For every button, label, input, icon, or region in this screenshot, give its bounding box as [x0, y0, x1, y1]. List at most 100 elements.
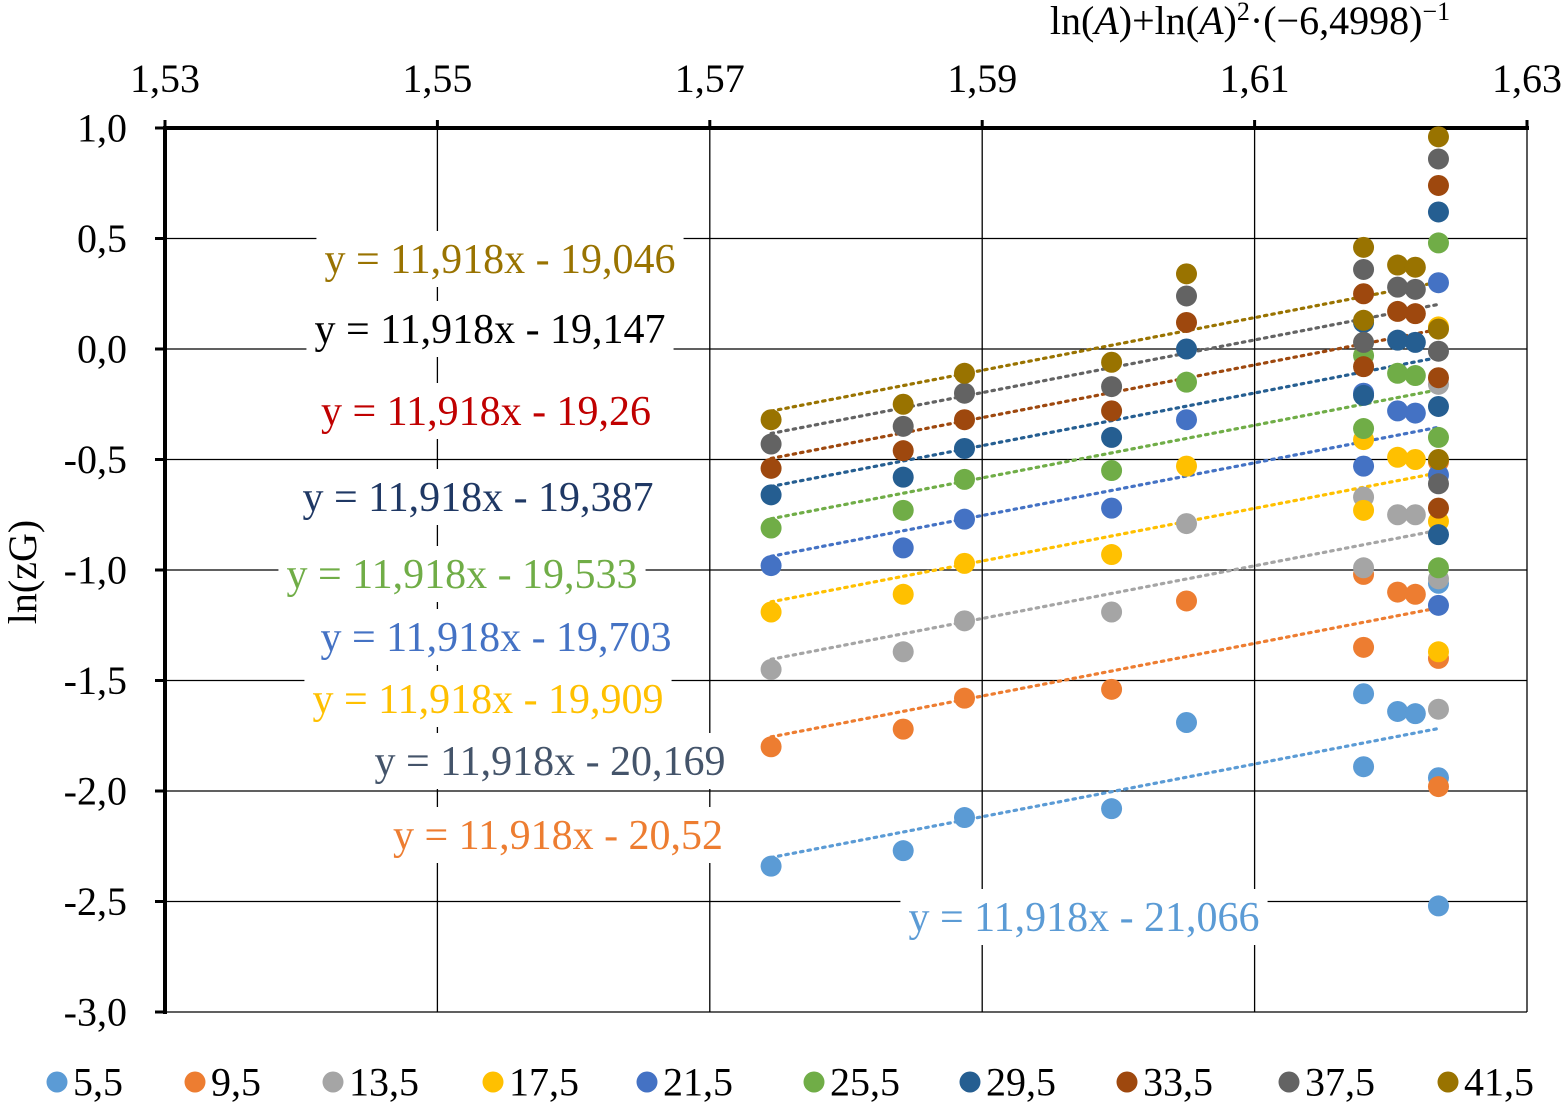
legend-label: 37,5 [1305, 1060, 1375, 1105]
equation-labels: y = 11,918x - 19,046 y = 11,918x - 19,147… [278, 231, 1268, 945]
legend-item-17,5: 17,5 [482, 1060, 579, 1105]
x-tick-label: 1,63 [1492, 56, 1562, 101]
legend-label: 25,5 [830, 1060, 900, 1105]
point-37,5 [1404, 278, 1426, 300]
point-33,5 [1404, 303, 1426, 325]
point-9,5 [1101, 678, 1123, 700]
point-17,5 [1427, 641, 1449, 663]
point-37,5 [892, 415, 914, 437]
point-5,5 [1427, 895, 1449, 917]
equation-label-text: y = 11,918x - 19,909 [312, 677, 663, 723]
point-17,5 [1353, 499, 1375, 521]
x-axis-title: ln(A)+ln(A)2·(−6,4998)−1 [1050, 0, 1450, 43]
point-9,5 [760, 736, 782, 758]
point-41,5 [1353, 309, 1375, 331]
point-33,5 [1176, 311, 1197, 333]
equation-label-background [306, 301, 674, 357]
legend-item-37,5: 37,5 [1278, 1060, 1375, 1105]
point-25,5 [892, 499, 914, 521]
point-25,5 [1404, 365, 1426, 387]
y-tick-label: -0,5 [64, 437, 127, 482]
point-33,5 [1101, 400, 1123, 422]
y-tick-label: -2,0 [64, 769, 127, 814]
point-13,5 [953, 610, 975, 632]
point-21,5 [1353, 455, 1375, 477]
legend-marker [636, 1071, 658, 1093]
trendline-13,5 [769, 528, 1441, 661]
legend-label: 29,5 [986, 1060, 1056, 1105]
point-21,5 [1427, 594, 1449, 616]
point-29,5 [760, 484, 782, 506]
legend-label: 9,5 [211, 1060, 261, 1105]
point-21,5 [1387, 400, 1409, 422]
point-13,5 [1353, 557, 1375, 579]
trendline-41,5 [769, 280, 1441, 413]
equation-label-text: y = 11,918x - 20,169 [374, 739, 725, 785]
equation-label-background [366, 733, 734, 789]
point-9,5 [953, 687, 975, 709]
equation-label-background [304, 671, 672, 727]
point-21,5 [892, 537, 914, 559]
point-5,5 [1101, 798, 1123, 820]
point-25,5 [1353, 418, 1375, 440]
trendline-29,5 [769, 355, 1441, 489]
point-17,5 [1404, 449, 1426, 470]
point-25,5 [1176, 371, 1197, 393]
point-25,5 [1387, 362, 1409, 384]
equation-label-text: y = 11,918x - 19,26 [321, 389, 651, 435]
equation-label-text: y = 11,918x - 19,703 [320, 615, 671, 661]
point-29,5 [1176, 338, 1197, 360]
y-tick-label: -1,0 [64, 548, 127, 593]
equation-label-background [312, 383, 660, 439]
legend-label: 41,5 [1464, 1060, 1534, 1105]
tick-labels: 1,53 1,55 1,57 1,59 1,61 1,63 1,0 0,5 0,0 -0,5 -1,… [64, 56, 1562, 1035]
y-tick-label: -3,0 [64, 990, 127, 1035]
equation-label-text: y = 11,918x - 19,147 [314, 307, 665, 353]
point-25,5 [953, 468, 975, 490]
y-tick-label: -2,5 [64, 879, 127, 924]
point-29,5 [1387, 329, 1409, 351]
point-13,5 [1101, 601, 1123, 623]
point-17,5 [1101, 544, 1123, 566]
point-25,5 [1427, 426, 1449, 448]
legend-marker [1278, 1071, 1300, 1093]
point-33,5 [892, 440, 914, 462]
equation-label-13,5: y = 11,918x - 20,169 [366, 733, 734, 789]
point-37,5 [953, 382, 975, 404]
point-41,5 [1387, 254, 1409, 276]
equation-label-background [294, 469, 662, 525]
equation-label-text: y = 11,918x - 19,533 [286, 552, 637, 598]
point-33,5 [1427, 174, 1449, 196]
point-41,5 [1101, 351, 1123, 373]
axes [155, 120, 1529, 1014]
point-21,5 [1101, 497, 1123, 519]
point-5,5 [1353, 683, 1375, 705]
point-5,5 [760, 855, 782, 877]
legend-item-33,5: 33,5 [1116, 1060, 1213, 1105]
point-17,5 [892, 583, 914, 605]
point-13,5 [1176, 513, 1197, 535]
equation-label-41,5: y = 11,918x - 19,046 [316, 231, 684, 287]
point-17,5 [953, 552, 975, 574]
legend-marker [1116, 1071, 1138, 1093]
point-33,5 [1353, 356, 1375, 378]
point-33,5 [1353, 283, 1375, 305]
point-33,5 [1387, 300, 1409, 322]
point-37,5 [1176, 285, 1197, 307]
trendline-5,5 [769, 726, 1441, 860]
x-axis-title-part: ) [1224, 0, 1237, 43]
legend-item-5,5: 5,5 [46, 1060, 123, 1105]
point-41,5 [1427, 318, 1449, 340]
y-tick-label: 0,0 [77, 327, 127, 372]
legend-label: 21,5 [663, 1060, 733, 1105]
point-17,5 [1176, 455, 1197, 477]
point-37,5 [1353, 258, 1375, 280]
point-37,5 [1353, 331, 1375, 353]
x-tick-label: 1,61 [1220, 56, 1290, 101]
point-37,5 [1427, 473, 1449, 495]
legend-marker [803, 1071, 825, 1093]
legend-marker [46, 1071, 68, 1093]
equation-label-background [316, 231, 684, 287]
legend-marker [322, 1071, 344, 1093]
